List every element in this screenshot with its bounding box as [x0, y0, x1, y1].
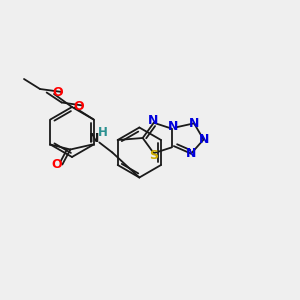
Text: H: H: [98, 126, 107, 139]
Text: O: O: [53, 86, 63, 100]
Text: S: S: [149, 149, 158, 162]
Text: N: N: [189, 117, 199, 130]
Text: N: N: [167, 120, 178, 133]
Text: O: O: [73, 100, 84, 113]
Text: N: N: [89, 132, 100, 145]
Text: N: N: [186, 147, 196, 160]
Text: N: N: [148, 114, 158, 127]
Text: O: O: [51, 158, 62, 171]
Text: N: N: [198, 133, 209, 146]
